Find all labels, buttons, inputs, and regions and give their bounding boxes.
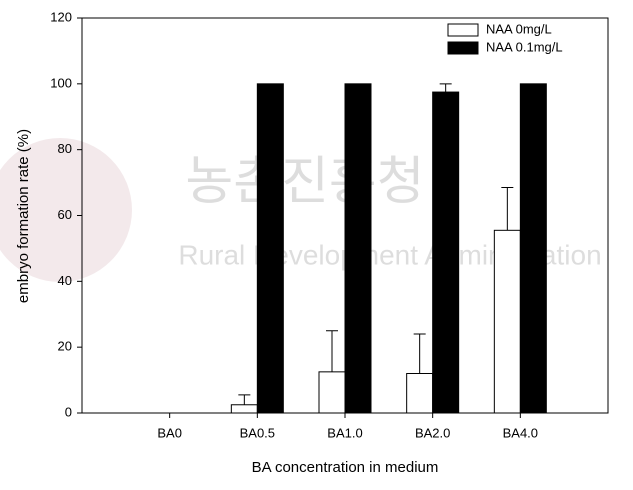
watermark-logo (0, 138, 132, 282)
x-tick-label: BA2.0 (415, 425, 450, 440)
bar (230, 404, 258, 414)
x-tick-label: BA1.0 (327, 425, 362, 440)
y-tick-label: 100 (50, 75, 72, 90)
bar (256, 83, 284, 414)
y-tick-label: 40 (58, 273, 72, 288)
error-bar (413, 333, 426, 374)
x-tick-label: BA4.0 (503, 425, 538, 440)
bar (344, 83, 372, 414)
x-tick-label: BA0 (157, 425, 182, 440)
bar (432, 91, 460, 414)
bar (318, 371, 346, 414)
y-tick-label: 80 (58, 141, 72, 156)
y-tick-label: 20 (58, 339, 72, 354)
legend-swatch (447, 23, 479, 37)
error-bar (326, 330, 338, 372)
y-tick-label: 0 (65, 404, 72, 419)
y-axis-title: embryo formation rate (%) (15, 129, 32, 303)
error-bar (238, 394, 251, 405)
bar (493, 229, 521, 414)
legend-label: NAA 0mg/L (486, 21, 552, 36)
error-bar (439, 83, 452, 93)
x-axis-title: BA concentration in medium (252, 459, 439, 476)
watermark-korean: 농촌진흥청 (185, 152, 424, 212)
y-tick-label: 120 (50, 9, 72, 24)
legend-swatch (447, 41, 479, 55)
bar (519, 83, 547, 414)
legend-label: NAA 0.1mg/L (486, 39, 563, 54)
error-bar (501, 187, 514, 231)
y-tick-label: 60 (58, 207, 72, 222)
bar (406, 373, 434, 414)
x-tick-label: BA0.5 (240, 425, 275, 440)
